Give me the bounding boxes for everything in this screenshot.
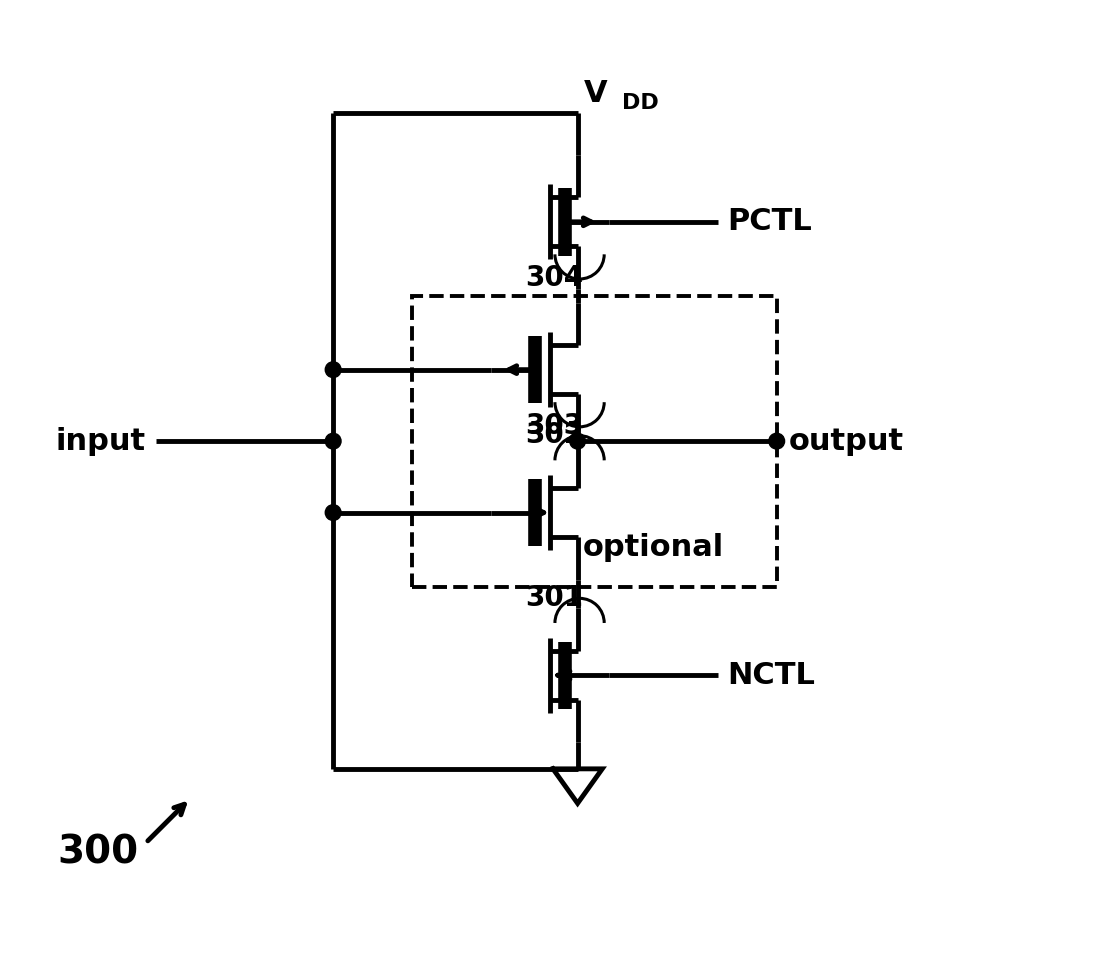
Text: 304: 304 [526, 264, 583, 292]
Text: input: input [56, 427, 146, 456]
Circle shape [326, 434, 341, 449]
Circle shape [326, 362, 341, 378]
Text: DD: DD [621, 93, 659, 113]
Text: PCTL: PCTL [727, 207, 812, 236]
Text: 303: 303 [526, 412, 583, 440]
Circle shape [326, 504, 341, 521]
Text: optional: optional [583, 532, 724, 561]
Text: $\mathbf{V}$: $\mathbf{V}$ [583, 79, 608, 108]
Text: NCTL: NCTL [727, 661, 815, 690]
Circle shape [570, 434, 585, 449]
Text: 300: 300 [57, 833, 139, 871]
Text: output: output [789, 427, 904, 456]
Circle shape [769, 434, 784, 449]
Text: 301: 301 [526, 584, 583, 612]
Text: 302: 302 [526, 421, 583, 449]
